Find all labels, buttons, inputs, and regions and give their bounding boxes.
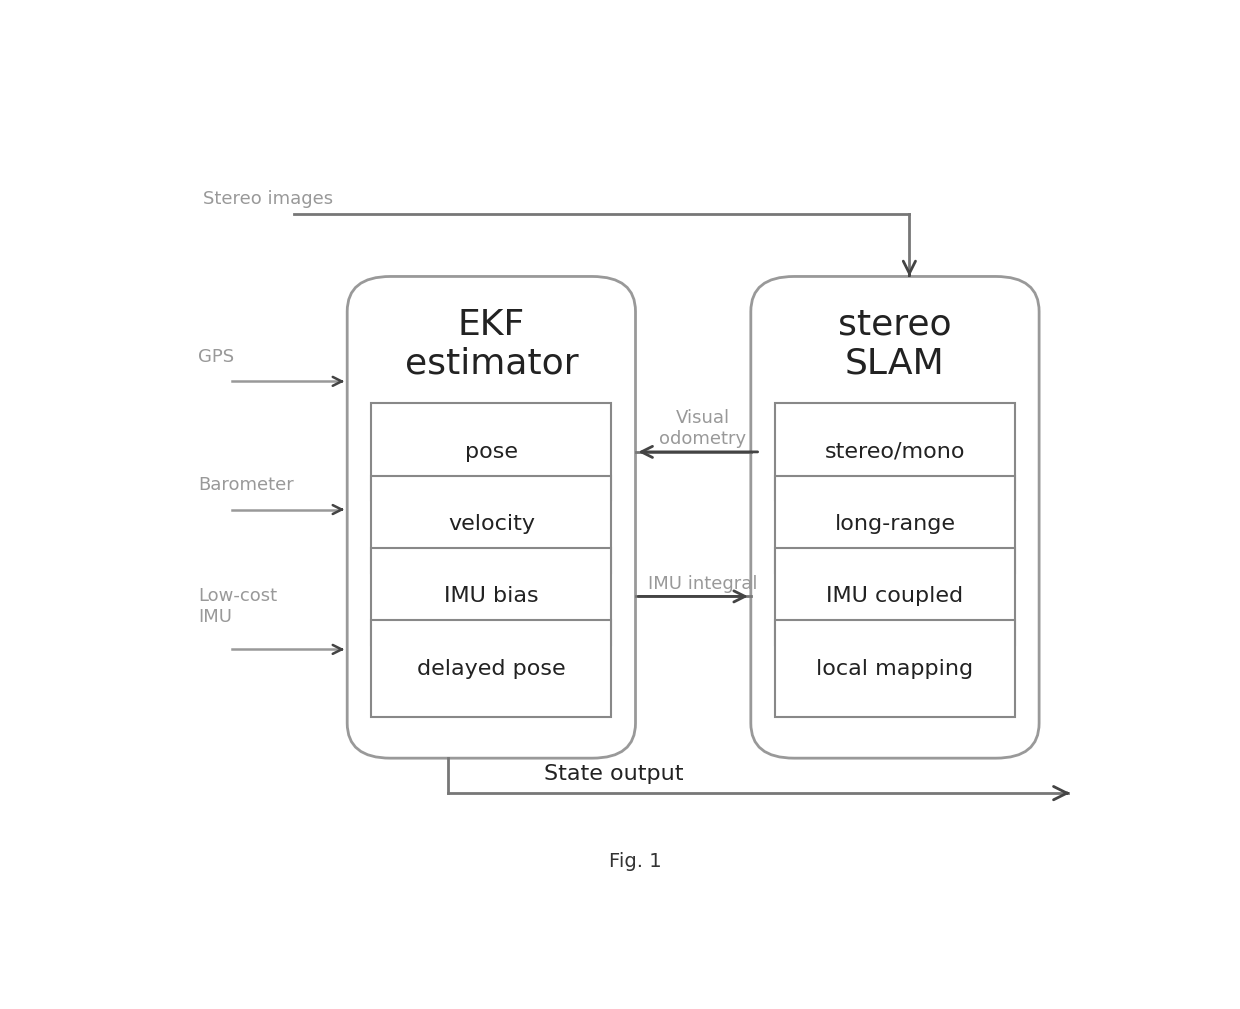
Text: EKF
estimator: EKF estimator <box>404 308 578 381</box>
FancyBboxPatch shape <box>371 621 611 717</box>
Text: GPS: GPS <box>198 348 234 366</box>
FancyBboxPatch shape <box>775 548 1016 645</box>
Text: Fig. 1: Fig. 1 <box>609 852 662 871</box>
FancyBboxPatch shape <box>371 475 611 573</box>
FancyBboxPatch shape <box>371 404 611 500</box>
Text: Visual
odometry: Visual odometry <box>660 410 746 448</box>
Text: Low-cost
IMU: Low-cost IMU <box>198 587 278 626</box>
FancyBboxPatch shape <box>371 548 611 645</box>
FancyBboxPatch shape <box>347 276 635 758</box>
FancyBboxPatch shape <box>775 475 1016 573</box>
Text: Barometer: Barometer <box>198 476 294 494</box>
Text: State output: State output <box>544 764 683 784</box>
FancyBboxPatch shape <box>775 621 1016 717</box>
Text: stereo
SLAM: stereo SLAM <box>838 308 952 381</box>
FancyBboxPatch shape <box>775 404 1016 500</box>
Text: local mapping: local mapping <box>816 659 973 679</box>
Text: IMU bias: IMU bias <box>444 586 538 606</box>
Text: velocity: velocity <box>448 515 534 534</box>
Text: delayed pose: delayed pose <box>417 659 565 679</box>
Text: IMU integral: IMU integral <box>649 574 758 592</box>
Text: long-range: long-range <box>835 515 956 534</box>
Text: Stereo images: Stereo images <box>203 190 334 208</box>
Text: pose: pose <box>465 442 518 462</box>
FancyBboxPatch shape <box>751 276 1039 758</box>
Text: stereo/mono: stereo/mono <box>825 442 965 462</box>
Text: IMU coupled: IMU coupled <box>826 586 963 606</box>
